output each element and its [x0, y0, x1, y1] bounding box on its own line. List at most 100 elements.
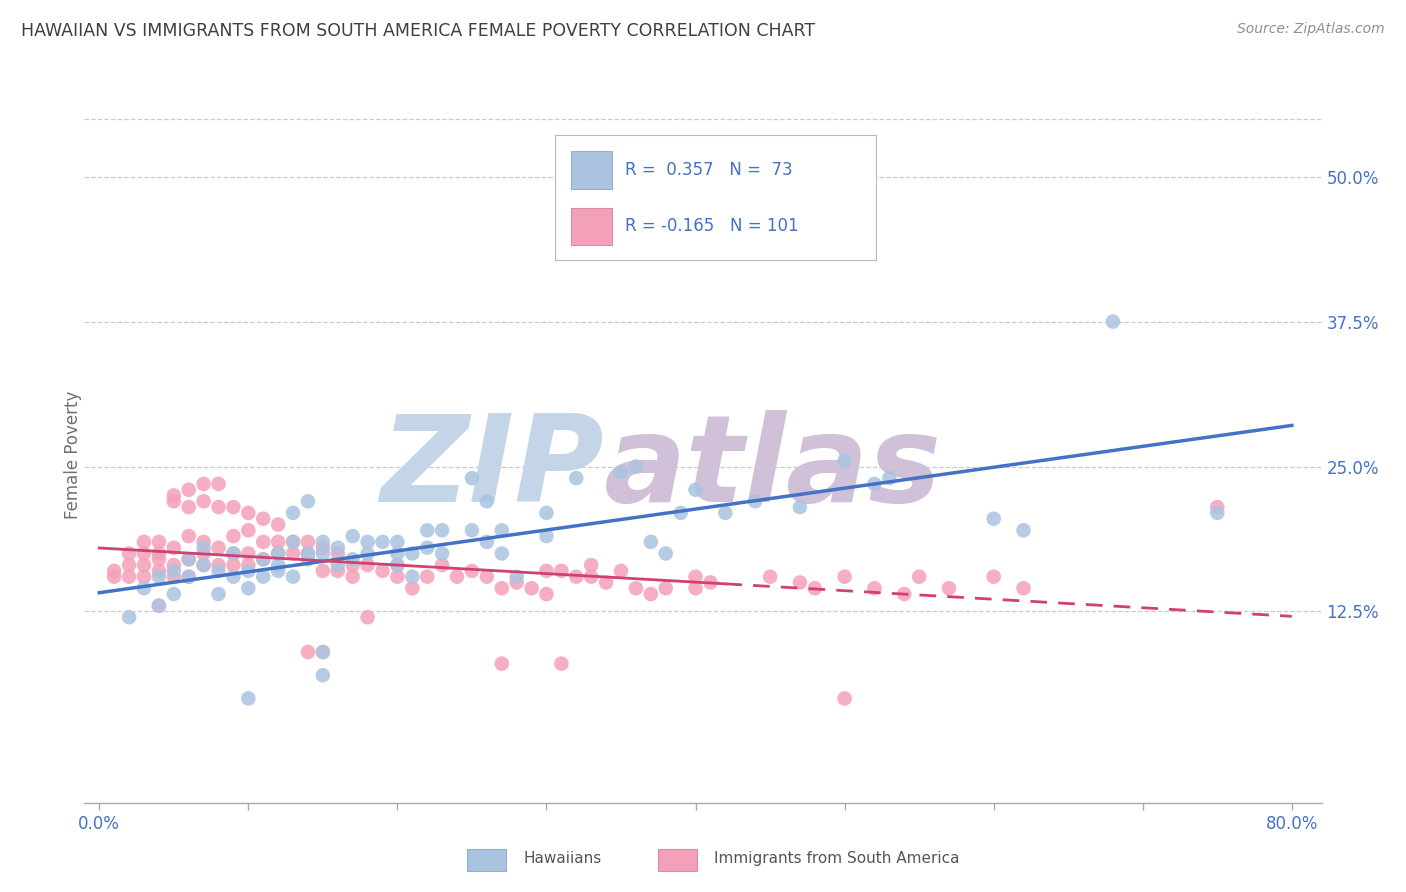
Point	[863, 476, 886, 491]
Point	[1012, 523, 1035, 537]
Point	[148, 534, 170, 549]
Point	[908, 570, 931, 584]
Point	[163, 587, 186, 601]
Point	[177, 552, 200, 566]
Point	[103, 564, 125, 578]
Point	[297, 645, 319, 659]
Point	[252, 570, 274, 584]
Point	[177, 529, 200, 543]
Text: Immigrants from South America: Immigrants from South America	[714, 851, 960, 866]
Point	[148, 564, 170, 578]
Point	[654, 582, 676, 596]
Point	[281, 534, 304, 549]
Point	[401, 582, 423, 596]
Point	[297, 546, 319, 561]
Point	[148, 599, 170, 613]
Point	[312, 541, 335, 555]
Point	[252, 534, 274, 549]
Point	[371, 534, 394, 549]
Point	[387, 558, 409, 573]
FancyBboxPatch shape	[467, 849, 506, 871]
Point	[148, 599, 170, 613]
Point	[252, 552, 274, 566]
Point	[1206, 500, 1229, 514]
Point	[207, 558, 229, 573]
Point	[685, 483, 707, 497]
Point	[430, 523, 453, 537]
Point	[222, 529, 245, 543]
Point	[804, 582, 827, 596]
Point	[461, 471, 484, 485]
Point	[267, 546, 290, 561]
FancyBboxPatch shape	[658, 849, 697, 871]
Point	[416, 541, 439, 555]
Point	[475, 494, 498, 508]
Point	[297, 552, 319, 566]
Point	[1012, 582, 1035, 596]
Point	[536, 529, 558, 543]
Point	[759, 570, 782, 584]
Point	[177, 483, 200, 497]
Point	[938, 582, 960, 596]
Point	[193, 494, 215, 508]
Point	[342, 552, 364, 566]
Point	[565, 471, 588, 485]
Point	[238, 564, 260, 578]
Point	[744, 494, 766, 508]
Point	[387, 546, 409, 561]
Point	[177, 500, 200, 514]
Point	[238, 546, 260, 561]
Point	[193, 558, 215, 573]
Point	[281, 546, 304, 561]
Point	[312, 534, 335, 549]
Point	[163, 541, 186, 555]
Point	[163, 489, 186, 503]
Point	[654, 546, 676, 561]
Point	[326, 564, 349, 578]
Point	[132, 534, 155, 549]
Point	[103, 570, 125, 584]
Point	[879, 471, 901, 485]
Point	[281, 570, 304, 584]
Point	[238, 691, 260, 706]
Point	[505, 575, 527, 590]
Point	[834, 453, 856, 467]
Point	[640, 534, 662, 549]
Point	[685, 570, 707, 584]
Point	[177, 552, 200, 566]
Point	[163, 494, 186, 508]
Point	[148, 570, 170, 584]
Text: atlas: atlas	[605, 410, 942, 527]
Point	[669, 506, 692, 520]
Point	[163, 564, 186, 578]
Point	[118, 558, 141, 573]
Point	[401, 570, 423, 584]
Point	[640, 587, 662, 601]
Point	[983, 512, 1005, 526]
Point	[326, 546, 349, 561]
Point	[238, 582, 260, 596]
Point	[193, 534, 215, 549]
Point	[579, 570, 602, 584]
Point	[207, 541, 229, 555]
Point	[222, 500, 245, 514]
Point	[297, 534, 319, 549]
Point	[238, 523, 260, 537]
Point	[387, 558, 409, 573]
Point	[536, 506, 558, 520]
Point	[177, 570, 200, 584]
Point	[193, 546, 215, 561]
Point	[207, 564, 229, 578]
Point	[461, 564, 484, 578]
Point	[267, 534, 290, 549]
Point	[238, 558, 260, 573]
Point	[475, 570, 498, 584]
Point	[163, 570, 186, 584]
Point	[893, 587, 915, 601]
Point	[550, 564, 572, 578]
Point	[356, 558, 378, 573]
Point	[312, 546, 335, 561]
Point	[565, 570, 588, 584]
Point	[222, 546, 245, 561]
Point	[148, 552, 170, 566]
